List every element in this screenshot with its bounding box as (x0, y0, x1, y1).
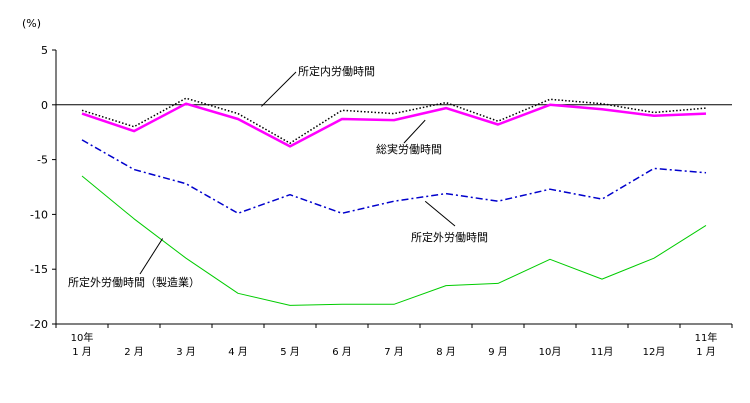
x-tick-label-month: 8 月 (436, 346, 456, 358)
x-tick-label-month: 12月 (643, 346, 666, 358)
annotation-label-1: 総実労働時間 (376, 142, 442, 156)
x-tick-label-month: 3 月 (176, 346, 196, 358)
y-tick-label: 5 (41, 44, 48, 57)
annotation-label-3: 所定外労働時間（製造業） (68, 275, 200, 289)
x-tick-label-year: 10年 (71, 331, 94, 344)
y-tick-label: -15 (30, 263, 48, 276)
x-tick-label-month: 11月 (591, 346, 614, 358)
y-axis-unit-label: (%) (22, 17, 41, 30)
x-tick-label-year: 11年 (695, 331, 718, 344)
x-tick-label-month: 5 月 (280, 346, 300, 358)
annotation-leader-0 (261, 71, 297, 107)
x-tick-label-month: 9 月 (488, 346, 508, 358)
x-tick-label-month: 1 月 (72, 346, 92, 358)
x-tick-label-month: 10月 (539, 346, 562, 358)
annotation-label-2: 所定外労働時間 (411, 230, 488, 244)
y-tick-label: 0 (41, 99, 48, 112)
annotation-leader-3 (139, 238, 164, 275)
plot-area: 5 0 -5 -10 -15 -20 10年 1 月 2 月 3 月 4 月 5 月 6 月 7 月 8 月… (30, 44, 733, 358)
annotation-leader-2 (424, 200, 456, 227)
y-tick-label: -20 (30, 318, 48, 331)
x-tick-label-month: 7 月 (384, 346, 404, 358)
series-line-1 (81, 102, 707, 148)
x-tick-label-month: 4 月 (228, 346, 248, 358)
x-tick-label-month: 6 月 (332, 346, 352, 358)
annotation-leader-1 (403, 119, 426, 144)
annotation-label-0: 所定内労働時間 (298, 64, 375, 78)
series-line-3 (81, 175, 707, 306)
x-tick-label-month: 1 月 (696, 346, 716, 358)
x-tick-label-month: 2 月 (124, 346, 144, 358)
y-tick-label: -10 (30, 208, 48, 221)
y-tick-label: -5 (37, 154, 48, 167)
series-layer (81, 97, 707, 306)
